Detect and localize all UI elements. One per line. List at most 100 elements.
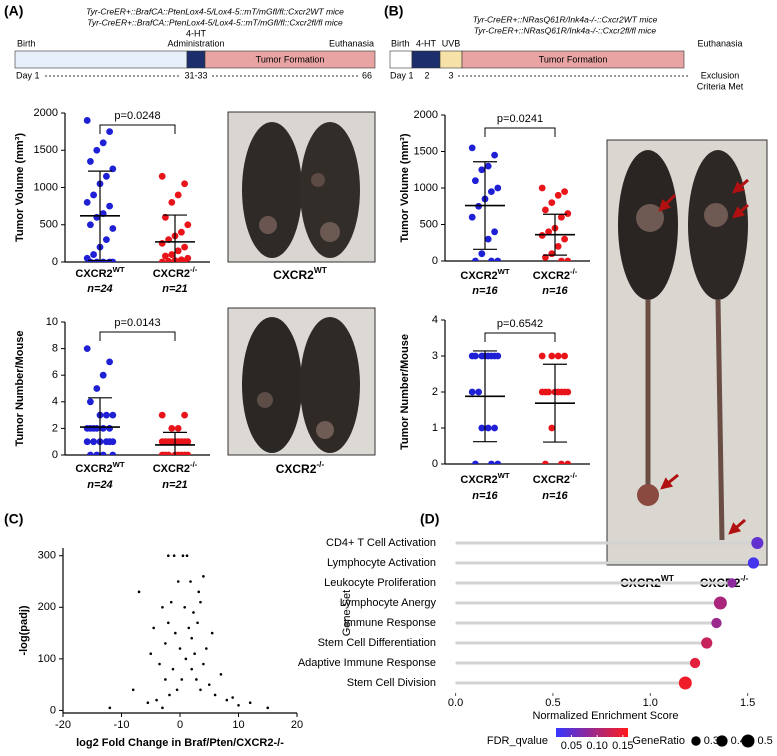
data-point bbox=[219, 673, 223, 676]
data-point bbox=[478, 424, 486, 432]
data-point bbox=[231, 696, 234, 699]
data-point bbox=[106, 358, 113, 366]
data-point bbox=[472, 460, 479, 464]
data-point bbox=[488, 188, 495, 196]
strain: Tyr-CreER+::BrafCA::PtenLox4-5/Lox4-5::m… bbox=[86, 6, 344, 16]
data-point bbox=[207, 683, 211, 686]
timeline-b: Tyr-CreER+::NRasQ61R/Ink4a-/-::Cxcr2WT m… bbox=[389, 14, 744, 91]
y-axis-title: Tumor Number/Mouse bbox=[399, 334, 411, 450]
data-point bbox=[87, 398, 94, 406]
data-point bbox=[193, 652, 196, 656]
data-point bbox=[158, 411, 166, 419]
panel-label: (C) bbox=[4, 511, 23, 527]
stage-bar bbox=[461, 50, 685, 69]
data-point bbox=[87, 258, 94, 262]
data-point bbox=[106, 425, 113, 432]
significance-bracket bbox=[99, 124, 176, 134]
data-point bbox=[554, 191, 562, 199]
size-key-label: 0.5 bbox=[758, 735, 773, 747]
y-tick-label: 1500 bbox=[34, 144, 58, 156]
lollipop-head bbox=[751, 536, 764, 550]
data-point bbox=[478, 166, 486, 174]
lollipop-head bbox=[711, 617, 722, 629]
n-label: n=24 bbox=[87, 479, 112, 491]
x-tick-label: 0.5 bbox=[545, 697, 560, 709]
data-point bbox=[106, 438, 113, 446]
stage-label: Birth bbox=[17, 38, 36, 48]
data-point bbox=[472, 177, 479, 185]
data-point bbox=[542, 460, 549, 464]
data-point bbox=[187, 626, 191, 630]
data-point bbox=[90, 191, 97, 199]
size-key bbox=[716, 735, 728, 747]
data-point bbox=[158, 662, 161, 666]
data-point bbox=[87, 425, 94, 432]
y-tick-label: 0 bbox=[50, 704, 56, 716]
data-point bbox=[475, 388, 482, 396]
data-point bbox=[548, 352, 556, 360]
data-point bbox=[99, 139, 107, 147]
data-point bbox=[468, 213, 476, 221]
data-point bbox=[167, 621, 170, 625]
data-point bbox=[149, 652, 153, 656]
data-point bbox=[184, 657, 188, 661]
x-tick-label: CXCR2-/- bbox=[153, 460, 198, 475]
data-point bbox=[468, 388, 476, 396]
stage-label: UVB bbox=[442, 38, 461, 48]
category-label: Stem Cell Division bbox=[347, 677, 436, 689]
data-point bbox=[210, 631, 214, 635]
color-tick-label: 0.05 bbox=[561, 740, 582, 752]
size-key bbox=[691, 736, 701, 746]
y-tick-label: 0 bbox=[52, 449, 58, 461]
data-point bbox=[93, 425, 101, 432]
data-point bbox=[103, 411, 110, 419]
stage-label: 4-HT bbox=[186, 28, 207, 38]
y-axis-title: Tumor Number/Mouse bbox=[14, 331, 26, 447]
day-label: Day 1 bbox=[390, 70, 414, 80]
data-point bbox=[488, 352, 495, 360]
data-point bbox=[109, 411, 117, 419]
data-point bbox=[90, 251, 97, 258]
strain: Tyr-CreER+::NRasQ61R/Ink4a-/-::Cxcr2fl/f… bbox=[474, 25, 657, 35]
photo bbox=[606, 139, 768, 566]
plot-area bbox=[80, 345, 195, 455]
data-point bbox=[164, 678, 167, 681]
data-point bbox=[178, 228, 185, 236]
data-point bbox=[488, 460, 495, 464]
data-point bbox=[494, 257, 502, 261]
stage-bar bbox=[14, 50, 188, 69]
data-point bbox=[165, 257, 172, 262]
y-tick-label: 2 bbox=[52, 422, 58, 434]
x-tick-label: -20 bbox=[55, 719, 71, 731]
data-point bbox=[146, 701, 150, 704]
significance-bracket bbox=[99, 331, 176, 341]
category-label: Stem Cell Differentiation bbox=[318, 637, 436, 649]
x-tick-label: 10 bbox=[232, 719, 244, 731]
data-point bbox=[181, 451, 188, 455]
y-tick-label: 500 bbox=[40, 219, 58, 231]
data-point bbox=[99, 258, 107, 262]
data-point bbox=[164, 642, 167, 645]
data-point bbox=[199, 600, 202, 604]
data-point bbox=[548, 424, 556, 432]
data-point bbox=[561, 188, 568, 196]
data-point bbox=[558, 460, 565, 464]
data-point bbox=[167, 554, 170, 558]
data-point bbox=[538, 388, 546, 396]
n-label: n=16 bbox=[542, 285, 568, 297]
stage-label: Tumor Formation bbox=[256, 54, 325, 64]
data-point bbox=[168, 251, 176, 258]
data-point bbox=[174, 451, 182, 455]
data-point bbox=[168, 425, 176, 432]
data-point bbox=[545, 388, 552, 396]
size-key bbox=[741, 734, 755, 748]
data-point bbox=[538, 184, 546, 192]
data-point bbox=[158, 239, 166, 247]
data-point bbox=[93, 258, 101, 262]
data-point bbox=[561, 235, 568, 243]
data-point bbox=[108, 706, 112, 710]
data-point bbox=[190, 636, 193, 640]
y-tick-label: 100 bbox=[38, 653, 56, 665]
data-point bbox=[561, 388, 568, 396]
color-tick-label: 0.15 bbox=[612, 740, 633, 752]
